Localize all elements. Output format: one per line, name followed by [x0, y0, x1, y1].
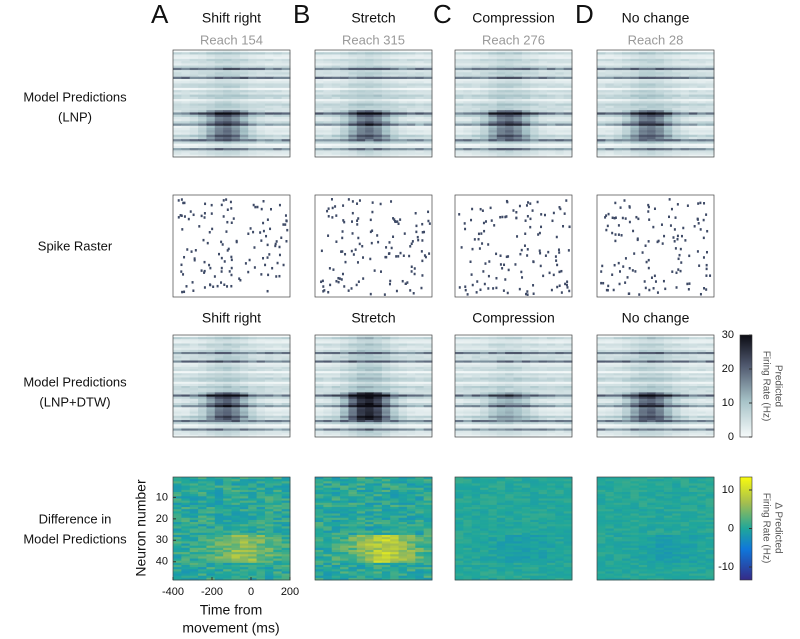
reach-label: Reach 276 — [482, 32, 545, 47]
dtw-title: Compression — [472, 310, 554, 326]
panel-letter: D — [575, 0, 594, 29]
row-label: Model Predictions — [23, 374, 127, 389]
row-label: Model Predictions — [23, 89, 127, 104]
reach-label: Reach 315 — [342, 32, 405, 47]
dtw-title: Shift right — [202, 310, 261, 326]
panel-letter: B — [293, 0, 310, 29]
x-axis-label: movement (ms) — [182, 620, 279, 636]
row-label: (LNP) — [58, 109, 92, 124]
heatmap — [315, 50, 433, 157]
heatmap — [173, 335, 291, 437]
column-title: No change — [622, 10, 690, 26]
panel-letter: C — [433, 0, 452, 29]
column-title: Compression — [472, 10, 554, 26]
colorbar-predicted — [740, 335, 752, 437]
y-axis-label: Neuron number — [133, 479, 149, 577]
row-label: Difference in — [39, 511, 112, 526]
row-label: Model Predictions — [23, 531, 127, 546]
heatmap — [315, 335, 433, 437]
reach-label: Reach 154 — [200, 32, 263, 47]
heatmap — [597, 50, 715, 157]
row-label: (LNP+DTW) — [39, 394, 110, 409]
row-label: Spike Raster — [38, 238, 113, 253]
colorbar1-label: Predicted — [772, 365, 783, 407]
heatmap — [455, 335, 573, 437]
panel-letter: A — [151, 0, 169, 29]
reach-label: Reach 28 — [628, 32, 684, 47]
dtw-title: Stretch — [351, 310, 395, 326]
column-title: Stretch — [351, 10, 395, 26]
colorbar2-label: Firing Rate (Hz) — [760, 493, 771, 564]
colorbar1-label: Firing Rate (Hz) — [760, 351, 771, 422]
heatmap — [173, 50, 291, 157]
colorbar2-label: Δ Predicted — [772, 502, 783, 553]
heatmap — [455, 50, 573, 157]
heatmap — [597, 335, 715, 437]
dtw-title: No change — [622, 310, 690, 326]
x-axis-label: Time from — [200, 602, 262, 618]
column-title: Shift right — [202, 10, 261, 26]
